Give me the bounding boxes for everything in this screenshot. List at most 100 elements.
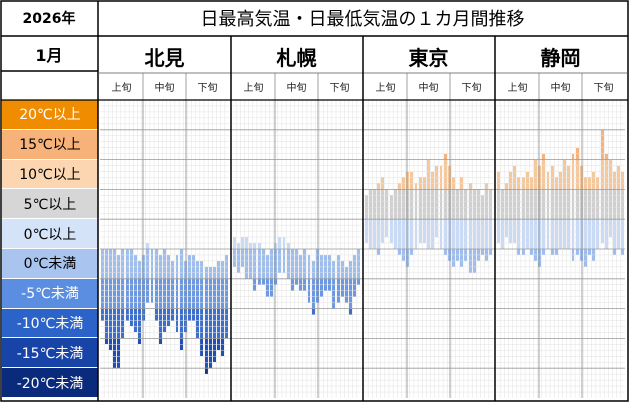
daily-range-bar (389, 195, 393, 220)
daily-range-bar (212, 266, 216, 279)
daily-range-bar (583, 177, 587, 190)
daily-range-bar (290, 278, 294, 291)
y-band-label: 10℃以上 (2, 159, 98, 190)
daily-range-bar (154, 278, 158, 309)
daily-range-bar (324, 254, 328, 279)
daily-range-bar (307, 278, 311, 303)
daily-range-bar (133, 254, 137, 279)
daily-range-bar (604, 159, 608, 190)
y-band-label: 15℃以上 (2, 129, 98, 160)
daily-range-bar (418, 219, 422, 244)
daily-range-bar (125, 278, 129, 309)
daily-range-bar (567, 165, 571, 190)
dekad-label: 下旬 (197, 83, 218, 94)
daily-range-bar (100, 278, 104, 309)
daily-range-bar (435, 165, 439, 190)
daily-range-bar (171, 278, 175, 309)
daily-range-bar (290, 249, 294, 279)
daily-range-bar (447, 189, 451, 220)
daily-range-bar (468, 189, 472, 220)
daily-range-bar (513, 189, 517, 220)
daily-range-bar (257, 249, 261, 279)
daily-range-bar (534, 189, 537, 220)
daily-range-bar (311, 308, 315, 315)
daily-range-bar (217, 338, 221, 351)
daily-range-bar (447, 219, 451, 249)
daily-range-bar (171, 260, 175, 279)
daily-range-bar (204, 278, 208, 309)
daily-range-bar (592, 171, 596, 190)
y-band-label: 0℃未満 (2, 249, 98, 279)
daily-range-bar (108, 308, 112, 339)
daily-range-bar (150, 278, 154, 303)
daily-range-bar (274, 249, 278, 279)
y-band-label: -5℃未満 (2, 278, 98, 309)
daily-range-bar (315, 278, 319, 303)
daily-range-bar (138, 338, 141, 345)
daily-range-bar (303, 249, 307, 279)
daily-range-bar (113, 308, 117, 339)
daily-range-bar (588, 249, 592, 255)
daily-range-bar (117, 308, 121, 339)
chart-title: 日最高気温・日最低気温の１カ月間推移 (200, 9, 525, 30)
daily-range-bar (485, 189, 489, 220)
daily-range-bar (621, 189, 625, 220)
daily-range-bar (554, 177, 558, 190)
daily-range-bar (406, 249, 410, 267)
daily-range-bar (534, 249, 537, 261)
daily-range-bar (307, 254, 311, 279)
daily-range-bar (489, 189, 493, 220)
daily-range-bar (402, 177, 405, 190)
daily-range-bar (192, 278, 196, 309)
daily-range-bar (439, 165, 443, 190)
daily-range-bar (253, 278, 257, 291)
daily-range-bar (464, 219, 468, 249)
daily-range-bar (439, 219, 443, 249)
daily-range-bar (435, 219, 439, 238)
daily-range-bar (221, 308, 225, 339)
daily-range-bar (282, 249, 286, 273)
daily-range-bar (464, 189, 468, 220)
daily-range-bar (175, 278, 179, 309)
daily-range-bar (579, 189, 583, 220)
daily-range-bar (377, 183, 381, 190)
daily-range-bar (240, 237, 244, 249)
daily-range-bar (257, 243, 261, 249)
dekad-label: 中旬 (550, 83, 571, 94)
daily-range-bar (538, 219, 542, 249)
daily-range-bar (319, 254, 323, 279)
daily-range-bar (278, 249, 282, 273)
daily-range-bar (121, 278, 125, 309)
daily-range-bar (171, 308, 175, 321)
daily-range-bar (299, 278, 303, 291)
daily-range-bar (529, 189, 533, 220)
daily-range-bar (236, 249, 240, 273)
daily-range-bar (542, 219, 546, 249)
daily-range-bar (567, 219, 571, 249)
daily-range-bar (397, 183, 401, 190)
daily-range-bar (397, 219, 401, 249)
daily-range-bar (179, 308, 183, 339)
daily-range-bar (489, 219, 493, 249)
daily-range-bar (129, 249, 133, 279)
daily-range-bar (349, 260, 353, 279)
daily-range-bar (443, 189, 447, 220)
daily-range-bar (113, 278, 117, 309)
daily-range-bar (381, 189, 385, 220)
daily-range-bar (542, 159, 546, 190)
daily-range-bar (443, 153, 447, 160)
daily-range-bar (504, 189, 508, 220)
daily-range-bar (368, 219, 372, 249)
daily-range-bar (368, 189, 372, 220)
daily-range-bar (133, 308, 137, 333)
daily-range-bar (600, 189, 604, 220)
daily-range-bar (261, 249, 265, 279)
daily-range-bar (435, 189, 439, 220)
daily-range-bar (563, 219, 567, 249)
daily-range-bar (529, 219, 533, 249)
daily-range-bar (517, 189, 521, 220)
daily-range-bar (142, 278, 146, 309)
daily-range-bar (121, 249, 125, 279)
daily-range-bar (604, 153, 608, 160)
